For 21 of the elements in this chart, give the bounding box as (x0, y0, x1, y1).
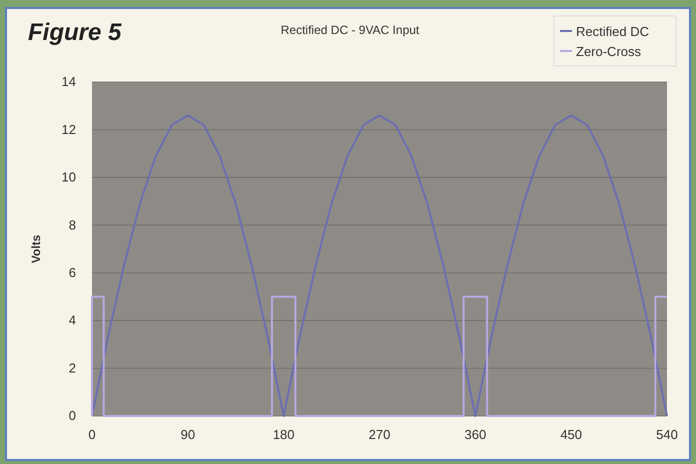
legend-label: Rectified DC (576, 24, 649, 39)
y-tick-label: 14 (62, 74, 76, 90)
x-tick-label: 360 (464, 427, 486, 442)
line-series (91, 114, 668, 417)
y-tick-label: 8 (68, 217, 76, 232)
x-tick-label: 540 (656, 427, 678, 442)
y-tick-label: 0 (68, 408, 76, 424)
x-tick-label: 450 (560, 427, 582, 442)
y-tick-label: 4 (68, 312, 76, 328)
y-tick-label: 6 (68, 265, 76, 280)
x-tick-label: 270 (368, 427, 390, 442)
x-tick-label: 180 (272, 427, 295, 442)
y-tick-label: 2 (68, 360, 76, 376)
y-tick-label: 12 (62, 122, 76, 137)
x-tick-label: 0 (88, 427, 96, 442)
chart-title: Rectified DC - 9VAC Input (280, 23, 420, 37)
y-axis-title: Volts (29, 234, 43, 264)
legend-label: Zero-Cross (576, 44, 642, 59)
caption: Figure 5 (28, 19, 122, 46)
y-tick-label: 10 (62, 170, 76, 185)
x-tick-label: 90 (180, 427, 196, 442)
